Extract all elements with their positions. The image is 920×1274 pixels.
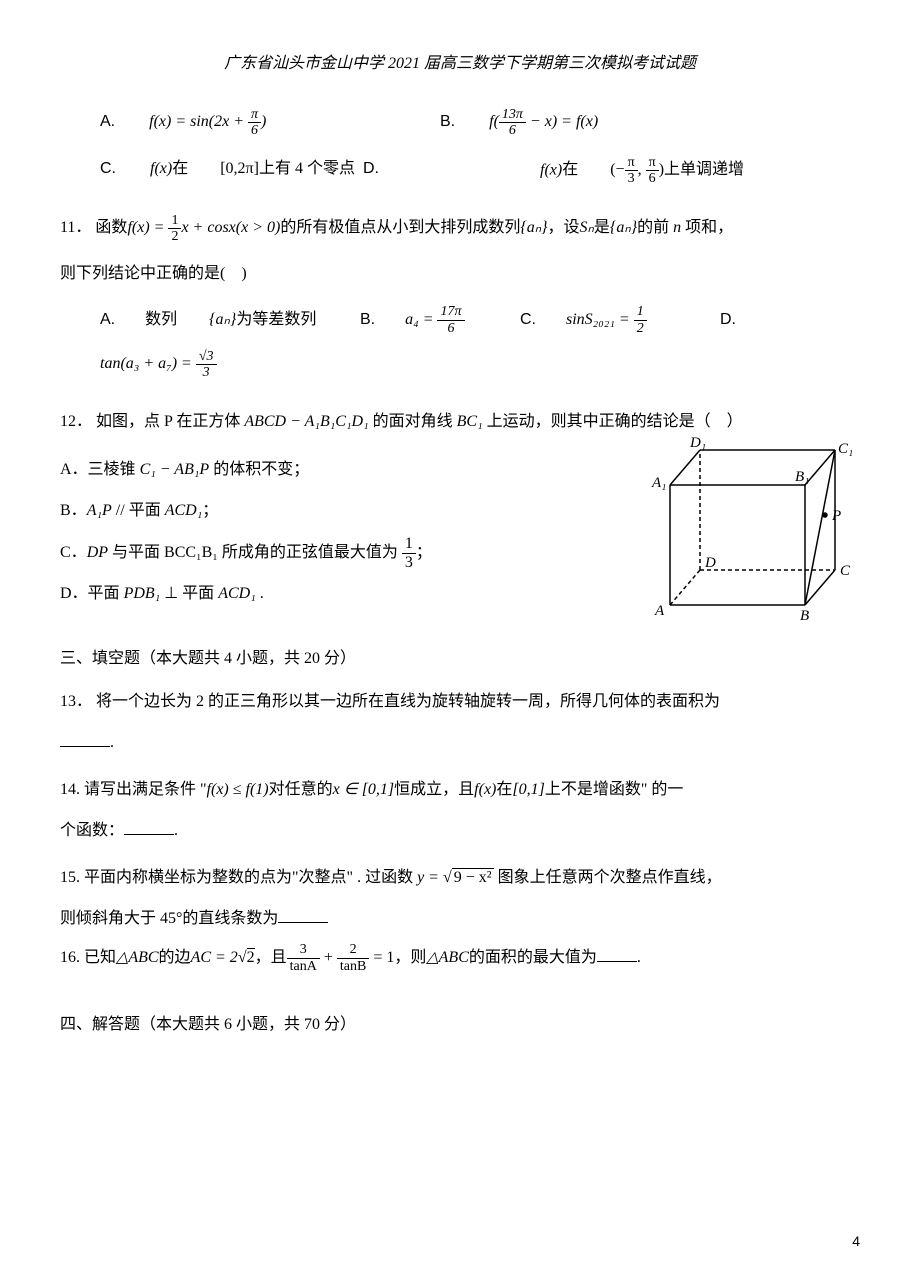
question-13: 13． 将一个边长为 2 的正三角形以其一边所在直线为旋转轴旋转一周，所得几何体… (60, 684, 860, 719)
q11-opt-c-label: C. (520, 311, 536, 328)
question-12: 12． 如图，点 P 在正方体 ABCD − A₁B₁C₁D₁ 的面对角线 BC… (60, 404, 860, 439)
q14-end: . (174, 822, 178, 839)
q12-text: 如图，点 P 在正方体 ABCD − A₁B₁C₁D₁ 的面对角线 BC₁ 上运… (96, 413, 743, 430)
q15-number: 15. (60, 869, 80, 886)
answer-blank (278, 907, 328, 923)
question-16: 16. 已知△ABC的边AC = 2√2，且3tanA + 2tanB = 1，… (60, 940, 860, 975)
option-d-pre: f(x) (540, 161, 562, 178)
answer-blank (60, 731, 110, 747)
option-b-content: f(13π6 − x) = f(x) (489, 113, 598, 130)
q13-number: 13． (60, 693, 92, 710)
q11-opt-c: sinS₂₀₂₁ = 12 (566, 311, 647, 328)
q14-text-end: 个函数： (60, 822, 124, 839)
q11-opt-b-label: B. (360, 311, 375, 328)
svg-text:A₁: A₁ (651, 475, 666, 491)
svg-text:B: B (800, 608, 809, 624)
svg-text:C₁: C₁ (838, 441, 853, 457)
svg-text:B₁: B₁ (795, 469, 809, 485)
q15-text: 平面内称横坐标为整数的点为"次整点" . 过函数 y = √9 − x² 图象上… (84, 869, 722, 886)
svg-text:P: P (831, 508, 841, 524)
cube-diagram: D₁ C₁ A₁ B₁ D C A B P (630, 435, 860, 635)
question-11: 11． 函数f(x) = 12x + cosx(x > 0)的所有极值点从小到大… (60, 210, 860, 245)
option-label-b: B. (440, 113, 455, 130)
q15-line2: 则倾斜角大于 45°的直线条数为 (60, 905, 860, 934)
q10-options-row2: C. f(x)在 [0,2π]上有 4 个零点 D. f(x)在 (−π3, π… (100, 155, 860, 187)
q10-options-row1: A. f(x) = sin(2x + π6) B. f(13π6 − x) = … (100, 107, 860, 139)
q14-number: 14. (60, 781, 80, 798)
q11-opt-d-label: D. (720, 311, 736, 328)
q13-end: . (110, 734, 114, 751)
question-14: 14. 请写出满足条件 "f(x) ≤ f(1)对任意的x ∈ [0,1]恒成立… (60, 772, 860, 807)
q11-text: 函数f(x) = 12x + cosx(x > 0)的所有极值点从小到大排列成数… (95, 219, 733, 236)
q11-number: 11． (60, 219, 91, 236)
page-header: 广东省汕头市金山中学 2021 届高三数学下学期第三次模拟考试试题 (60, 50, 860, 79)
q11-opt-a: 数列 {aₙ}为等差数列 (145, 311, 316, 328)
q14-text: 请写出满足条件 "f(x) ≤ f(1)对任意的x ∈ [0,1]恒成立，且f(… (84, 781, 683, 798)
q11-opt-b: a₄ = 17π6 (405, 311, 464, 328)
answer-blank (124, 819, 174, 835)
svg-text:A: A (654, 603, 665, 619)
answer-blank (597, 946, 637, 962)
q14-line2: 个函数：. (60, 817, 860, 846)
option-c-text: 在 [0,2π]上有 4 个零点 (172, 160, 355, 177)
q11-opt-a-label: A. (100, 311, 115, 328)
question-15: 15. 平面内称横坐标为整数的点为"次整点" . 过函数 y = √9 − x²… (60, 860, 860, 895)
option-label-c: C. (100, 160, 116, 177)
q16-number: 16. (60, 949, 80, 966)
svg-text:D: D (704, 555, 716, 571)
q13-text: 将一个边长为 2 的正三角形以其一边所在直线为旋转轴旋转一周，所得几何体的表面积… (96, 693, 720, 710)
section-3-title: 三、填空题（本大题共 4 小题，共 20 分） (60, 645, 860, 674)
section-4-title: 四、解答题（本大题共 6 小题，共 70 分） (60, 1011, 860, 1040)
question-11-cont: 则下列结论中正确的是( ) (60, 256, 860, 291)
svg-text:D₁: D₁ (689, 435, 706, 451)
q12-number: 12． (60, 413, 92, 430)
option-d-text: 在 (−π3, π6)上单调递增 (562, 161, 744, 178)
page-number: 4 (852, 1229, 860, 1254)
q11-options: A. 数列 {aₙ}为等差数列 B. a₄ = 17π6 C. sinS₂₀₂₁ = … (100, 301, 860, 384)
q15-text-end: 则倾斜角大于 45°的直线条数为 (60, 910, 278, 927)
option-label-a: A. (100, 113, 115, 130)
svg-text:C: C (840, 563, 851, 579)
q16-text: 已知△ABC的边AC = 2√2，且3tanA + 2tanB = 1，则△AB… (84, 949, 641, 966)
option-label-d: D. (363, 160, 379, 177)
q13-blank-row: . (60, 729, 860, 758)
q11-opt-d: tan(a₃ + a₇) = √33 (100, 355, 217, 372)
option-a-content: f(x) = sin(2x + π6) (149, 113, 266, 130)
option-c-pre: f(x) (150, 160, 172, 177)
